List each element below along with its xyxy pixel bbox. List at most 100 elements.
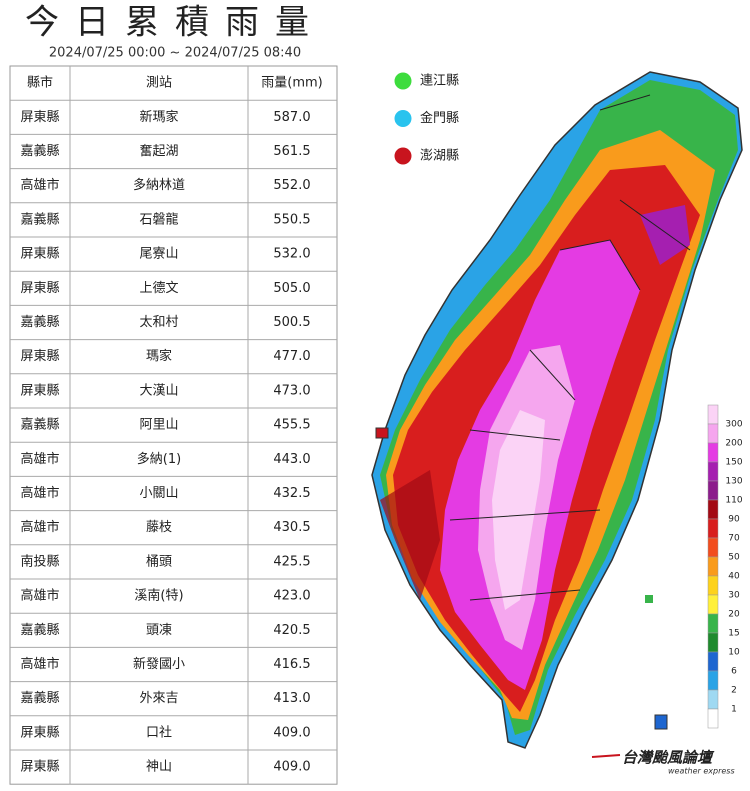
scale-cell <box>707 594 719 615</box>
table-cell: 屏東縣 <box>20 109 59 125</box>
scale-label: 150 <box>725 458 742 468</box>
table-cell: 500.5 <box>273 315 310 330</box>
table-cell: 430.5 <box>273 520 310 535</box>
table-cell: 409.0 <box>273 725 310 740</box>
subtitle: 2024/07/25 00:00 ~ 2024/07/25 08:40 <box>49 46 301 61</box>
table-cell: 416.5 <box>273 657 310 672</box>
column-header: 測站 <box>146 76 172 91</box>
table-cell: 屏東縣 <box>20 382 59 398</box>
table-cell: 嘉義縣 <box>20 622 59 638</box>
legend-label: 連江縣 <box>420 74 459 89</box>
table-cell: 奮起湖 <box>139 144 178 159</box>
scale-cell <box>707 575 719 596</box>
column-header: 縣市 <box>27 75 53 91</box>
scale-label: 10 <box>728 648 740 658</box>
table-cell: 石磐龍 <box>139 211 178 227</box>
scale-label: 110 <box>725 496 742 506</box>
scale-label: 6 <box>731 667 737 677</box>
table-cell: 口社 <box>146 724 172 740</box>
scale-cell <box>707 461 719 482</box>
scale-cell <box>707 556 719 577</box>
legend-dot <box>394 72 412 90</box>
table-cell: 屏東縣 <box>20 280 59 296</box>
table-cell: 溪南(特) <box>134 588 183 604</box>
table-cell: 大漢山 <box>139 383 178 398</box>
table-cell: 高雄市 <box>20 588 59 604</box>
legend-dot <box>394 147 412 165</box>
table-cell: 頭凍 <box>146 622 172 638</box>
scale-label: 40 <box>728 572 740 582</box>
table-cell: 532.0 <box>273 247 310 262</box>
table-cell: 455.5 <box>273 418 310 433</box>
table-cell: 太和村 <box>139 315 178 330</box>
rain-map <box>371 71 743 749</box>
table-cell: 550.5 <box>273 212 310 227</box>
scale-label: 70 <box>728 534 740 544</box>
scale-label: 90 <box>728 515 740 525</box>
scale-label: 300 <box>725 420 742 430</box>
table-cell: 561.5 <box>273 144 310 159</box>
table-cell: 505.0 <box>273 281 310 296</box>
table-cell: 473.0 <box>273 383 310 398</box>
scale-label: 130 <box>725 477 742 487</box>
table-cell: 嘉義縣 <box>20 211 59 227</box>
scale-label: 2 <box>731 686 737 696</box>
table-cell: 屏東縣 <box>20 246 59 262</box>
table-cell: 屏東縣 <box>20 759 59 775</box>
table-cell: 409.0 <box>273 760 310 775</box>
scale-cell <box>707 613 719 634</box>
scale-cell <box>707 708 719 729</box>
table-cell: 420.5 <box>273 623 310 638</box>
table-cell: 藤枝 <box>146 520 172 535</box>
logo-swoosh <box>591 754 621 758</box>
table-cell: 423.0 <box>273 589 310 604</box>
scale-cell <box>707 423 719 444</box>
scale-label: 30 <box>728 591 740 601</box>
table-cell: 587.0 <box>273 110 310 125</box>
scale-cell <box>707 632 719 653</box>
legend-label: 金門縣 <box>420 110 459 126</box>
table-cell: 阿里山 <box>139 418 178 433</box>
table-cell: 嘉義縣 <box>20 417 59 433</box>
logo-tagline: weather express <box>668 767 735 776</box>
table-cell: 高雄市 <box>20 451 59 467</box>
table-cell: 嘉義縣 <box>20 143 59 159</box>
table-cell: 小關山 <box>139 486 178 501</box>
table-cell: 高雄市 <box>20 656 59 672</box>
table-cell: 多納林道 <box>133 177 185 193</box>
scale-cell <box>707 670 719 691</box>
table-cell: 443.0 <box>273 452 310 467</box>
legend-label: 澎湖縣 <box>420 149 459 164</box>
scale-cell <box>707 499 719 520</box>
table-cell: 高雄市 <box>20 177 59 193</box>
table-cell: 新瑪家 <box>139 109 178 125</box>
table-cell: 外來吉 <box>139 691 178 706</box>
table-cell: 552.0 <box>273 178 310 193</box>
scale-cell <box>707 404 719 425</box>
table-cell: 南投縣 <box>20 553 59 569</box>
scale-cell <box>707 651 719 672</box>
table-cell: 432.5 <box>273 486 310 501</box>
table-frame <box>9 65 338 785</box>
column-header: 雨量(mm) <box>261 76 322 91</box>
logo-name: 台灣颱風論壇 <box>622 749 715 767</box>
scale-label: 20 <box>728 610 740 620</box>
scale-cell <box>707 518 719 539</box>
table-cell: 高雄市 <box>20 519 59 535</box>
table-cell: 多納(1) <box>137 451 181 467</box>
table-cell: 屏東縣 <box>20 348 59 364</box>
table-cell: 瑪家 <box>146 348 172 364</box>
table-cell: 屏東縣 <box>20 724 59 740</box>
scale-cell <box>707 480 719 501</box>
table-cell: 桶頭 <box>146 554 172 569</box>
scale-label: 1 <box>731 705 737 715</box>
title: 今日累積雨量 <box>25 3 325 43</box>
scale-label: 200 <box>725 439 742 449</box>
table-cell: 嘉義縣 <box>20 690 59 706</box>
table-cell: 413.0 <box>273 691 310 706</box>
table-cell: 高雄市 <box>20 485 59 501</box>
table-cell: 神山 <box>146 760 172 775</box>
scale-label: 50 <box>728 553 740 563</box>
table-cell: 上德文 <box>139 281 178 296</box>
